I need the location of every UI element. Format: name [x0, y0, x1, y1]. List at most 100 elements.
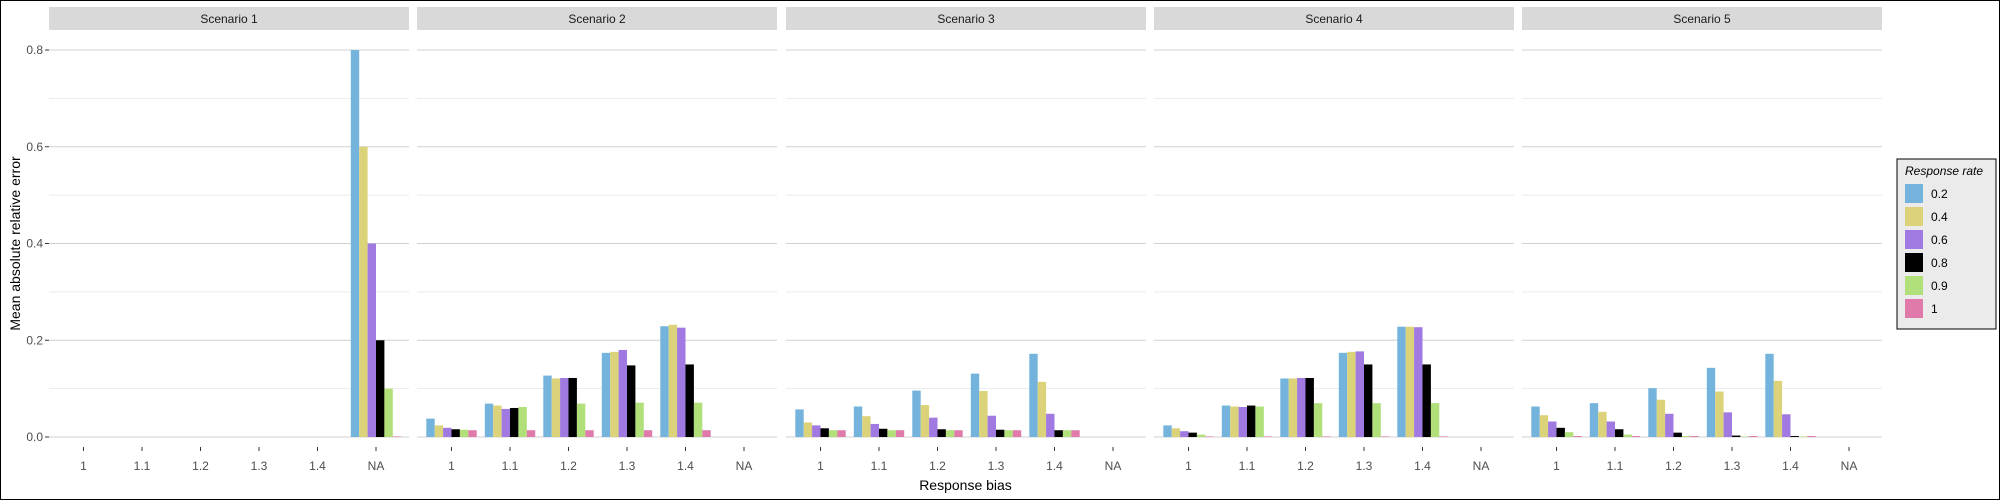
bar — [879, 428, 888, 437]
x-tick-label: 1.3 — [619, 459, 636, 473]
legend-key — [1905, 253, 1923, 272]
bar — [828, 430, 838, 437]
bar — [1748, 436, 1758, 437]
x-tick-label: 1 — [80, 459, 87, 473]
bar — [1715, 391, 1724, 437]
bar — [970, 373, 980, 437]
bar — [1221, 405, 1231, 437]
bar — [1589, 403, 1599, 437]
x-tick-label: 1.3 — [251, 459, 268, 473]
bar — [677, 327, 686, 437]
bar — [501, 408, 510, 437]
x-tick-label: 1.1 — [502, 459, 519, 473]
bar — [1690, 436, 1699, 437]
bar — [912, 390, 921, 437]
bar — [1422, 364, 1431, 437]
bar — [1163, 425, 1172, 437]
y-tick-label: 0.6 — [26, 140, 43, 154]
bar — [660, 326, 669, 437]
facet-strip — [1154, 7, 1514, 30]
x-tick-label: 1.4 — [1414, 459, 1431, 473]
facet-strip — [49, 7, 409, 30]
x-tick-label: 1.4 — [1046, 459, 1063, 473]
facet-strip-label: Scenario 1 — [200, 12, 258, 26]
x-tick-label: NA — [1841, 459, 1858, 473]
bar — [576, 403, 586, 437]
bar — [937, 429, 946, 437]
x-axis-title: Response bias — [919, 477, 1012, 493]
bar — [493, 405, 502, 437]
bar — [1430, 403, 1440, 437]
bar — [1347, 351, 1356, 437]
bar — [601, 352, 611, 437]
legend-label: 0.9 — [1931, 279, 1948, 293]
x-tick-label: NA — [736, 459, 753, 473]
bar — [526, 430, 536, 437]
facet-strip-label: Scenario 2 — [568, 12, 626, 26]
bar — [979, 391, 988, 437]
bar — [870, 423, 879, 437]
bar — [543, 375, 552, 437]
x-tick-label: 1.4 — [309, 459, 326, 473]
bar — [1656, 399, 1666, 437]
bar — [862, 416, 871, 437]
bar — [1046, 413, 1055, 437]
bar — [812, 425, 821, 437]
bar — [1372, 403, 1381, 437]
bar — [1773, 380, 1783, 437]
x-tick-label: 1.3 — [1724, 459, 1741, 473]
bar — [1807, 436, 1816, 437]
bar — [1029, 353, 1038, 437]
legend-key — [1905, 184, 1923, 203]
x-tick-label: NA — [1105, 459, 1122, 473]
bar — [1322, 436, 1331, 437]
bar — [693, 402, 703, 437]
legend-label: 0.4 — [1931, 210, 1948, 224]
bar — [451, 429, 460, 437]
bar — [1288, 378, 1298, 437]
bar — [392, 436, 402, 437]
bar — [1598, 411, 1607, 437]
bar — [359, 146, 368, 437]
bar — [945, 430, 955, 437]
bar — [895, 430, 905, 437]
bar — [702, 430, 711, 437]
bar — [610, 351, 619, 437]
bar — [1004, 430, 1013, 437]
bar — [510, 407, 519, 437]
bar — [1247, 405, 1256, 437]
x-tick-label: 1.2 — [192, 459, 209, 473]
legend-label: 0.8 — [1931, 256, 1948, 270]
bar — [1364, 364, 1373, 437]
bar — [551, 378, 561, 437]
bar — [1673, 432, 1682, 437]
facet-strip — [786, 7, 1146, 30]
bar — [1205, 436, 1214, 437]
y-tick-label: 0.0 — [26, 430, 43, 444]
x-tick-label: 1.3 — [1356, 459, 1373, 473]
legend-label: 0.6 — [1931, 233, 1948, 247]
bar — [1380, 436, 1390, 437]
bar — [1798, 436, 1808, 437]
legend-title: Response rate — [1905, 164, 1983, 178]
bar — [1539, 415, 1549, 437]
bar — [887, 430, 896, 437]
x-tick-label: 1.4 — [1782, 459, 1799, 473]
bar — [1196, 434, 1206, 437]
x-tick-label: 1 — [1553, 459, 1560, 473]
facet-strip — [1522, 7, 1882, 30]
bar — [1439, 436, 1448, 437]
bar — [384, 388, 393, 437]
bar — [1037, 381, 1047, 437]
bar — [1230, 406, 1239, 437]
bar — [1623, 434, 1632, 437]
bar — [1782, 414, 1791, 437]
x-tick-label: NA — [368, 459, 385, 473]
bar — [1573, 436, 1582, 437]
bar — [820, 428, 829, 437]
x-tick-label: 1.1 — [134, 459, 151, 473]
bar — [1732, 435, 1741, 437]
bar — [1723, 412, 1732, 437]
bar — [367, 243, 376, 437]
bar — [929, 417, 938, 437]
